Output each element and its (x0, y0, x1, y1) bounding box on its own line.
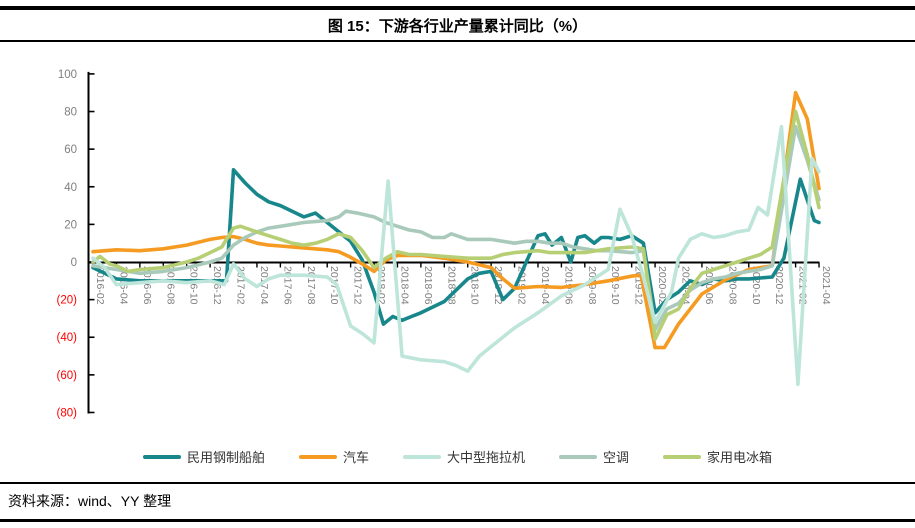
series-line-auto (91, 90, 821, 350)
title-divider (0, 40, 915, 42)
legend-swatch-ac (559, 454, 597, 459)
legend-swatch-auto (298, 454, 337, 459)
x-tick-label: 2020-06 (703, 266, 715, 305)
source-divider (0, 482, 915, 484)
x-tick-label: 2020-02 (656, 266, 668, 305)
x-tick-label: 2019-08 (586, 266, 598, 305)
legend-item-ships: 民用钢制船舶 (142, 447, 265, 466)
x-tick-label: 2016-02 (94, 266, 106, 305)
series-line-ac (91, 124, 821, 332)
y-tick-label: 40 (64, 182, 77, 194)
y-axis-ticks: 100 80 60 40 20 0 (20) (40) (60) (80) (57, 69, 95, 419)
chart-legend: 民用钢制船舶 汽车 大中型拖拉机 空调 家用电冰箱 (0, 447, 915, 466)
legend-swatch-ships (142, 454, 181, 459)
y-tick-label: (40) (57, 332, 78, 344)
x-tick-label: 2017-04 (258, 266, 270, 305)
x-tick-label: 2018-08 (445, 266, 457, 305)
legend-label-fridge: 家用电冰箱 (707, 451, 773, 466)
legend-label-auto: 汽车 (342, 451, 369, 466)
legend-item-ac: 空调 (559, 447, 629, 466)
y-tick-label: 60 (64, 144, 77, 156)
y-tick-label: 80 (64, 107, 77, 119)
legend-swatch-tractor (402, 454, 441, 459)
legend-label-tractor: 大中型拖拉机 (446, 451, 525, 466)
chart-title: 图 15：下游各行业产量累计同比（%） (327, 18, 588, 35)
x-tick-label: 2017-10 (328, 266, 340, 305)
legend-item-tractor: 大中型拖拉机 (402, 447, 525, 466)
x-tick-label: 2017-06 (281, 266, 293, 305)
x-tick-label: 2020-10 (750, 266, 762, 305)
y-tick-label: 20 (64, 219, 77, 231)
y-tick-label: (20) (57, 295, 78, 307)
series-lines (91, 90, 821, 387)
series-line-fridge (91, 109, 821, 341)
x-tick-label: 2016-06 (141, 266, 153, 305)
legend-swatch-fridge (663, 454, 702, 459)
legend-item-fridge: 家用电冰箱 (663, 447, 772, 466)
x-tick-label: 2018-04 (398, 266, 410, 305)
x-tick-label: 2017-08 (305, 266, 317, 305)
top-rule (0, 6, 915, 10)
bottom-rule (0, 519, 915, 522)
y-tick-label: 0 (71, 257, 77, 269)
legend-item-auto: 汽车 (298, 447, 369, 466)
y-tick-label: (60) (57, 370, 78, 382)
source-note: 资料来源：wind、YY 整理 (8, 493, 172, 509)
x-tick-label: 2020-12 (773, 266, 785, 305)
legend-label-ac: 空调 (603, 451, 630, 466)
x-tick-label: 2018-06 (422, 266, 434, 305)
series-line-tractor (91, 124, 821, 387)
x-tick-label: 2016-10 (188, 266, 200, 305)
y-tick-label: 100 (58, 69, 77, 81)
x-tick-label: 2021-04 (820, 266, 832, 305)
legend-label-ships: 民用钢制船舶 (186, 451, 265, 466)
x-tick-label: 2016-12 (211, 266, 223, 305)
x-tick-label: 2017-12 (352, 266, 364, 305)
y-tick-label: (80) (57, 407, 78, 419)
x-tick-label: 2016-08 (164, 266, 176, 305)
x-tick-label: 2019-10 (609, 266, 621, 305)
